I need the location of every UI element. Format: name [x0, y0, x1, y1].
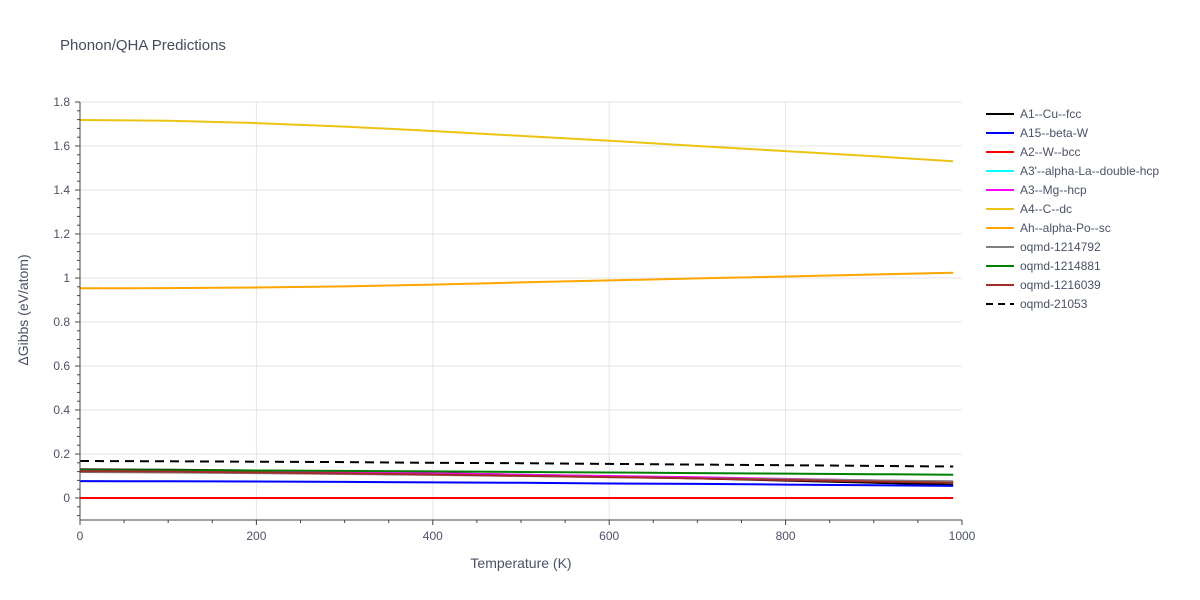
legend-item[interactable]: A15--beta-W [986, 126, 1089, 140]
x-tick-label: 600 [599, 529, 619, 543]
series-line-oqmd-1214881 [79, 469, 954, 476]
legend-label: oqmd-1214792 [1020, 240, 1101, 254]
x-tick-label: 0 [77, 529, 84, 543]
y-tick-label: 1.8 [53, 95, 70, 109]
x-tick-label: 1000 [949, 529, 976, 543]
y-tick-label: 1.6 [53, 139, 70, 153]
x-tick-label: 800 [776, 529, 796, 543]
y-tick-label: 1.2 [53, 227, 70, 241]
legend-label: A15--beta-W [1020, 126, 1089, 140]
legend-label: A3'--alpha-La--double-hcp [1020, 164, 1159, 178]
legend-item[interactable]: A3--Mg--hcp [986, 183, 1087, 197]
legend-item[interactable]: oqmd-21053 [986, 297, 1088, 311]
series-lines [79, 119, 954, 499]
legend-label: Ah--alpha-Po--sc [1020, 221, 1111, 235]
y-tick-label: 1.4 [53, 183, 70, 197]
legend-label: A2--W--bcc [1020, 145, 1080, 159]
chart-title: Phonon/QHA Predictions [60, 37, 226, 54]
y-tick-label: 0.2 [53, 447, 70, 461]
y-tick-label: 0.4 [53, 403, 70, 417]
series-line-a4-c-dc [79, 119, 954, 163]
legend-label: A4--C--dc [1020, 202, 1072, 216]
legend-label: oqmd-1216039 [1020, 278, 1101, 292]
y-tick-label: 0.8 [53, 315, 70, 329]
legend-item[interactable]: A3'--alpha-La--double-hcp [986, 164, 1159, 178]
legend-label: A1--Cu--fcc [1020, 107, 1081, 121]
series-line-oqmd-21053 [79, 460, 954, 468]
legend-item[interactable]: oqmd-1214792 [986, 240, 1101, 254]
x-axis-title: Temperature (K) [470, 555, 571, 571]
legend-label: oqmd-1214881 [1020, 259, 1101, 273]
axes: 0 0.2 0.4 0.6 0.8 1 1.2 1.4 1.6 1.8 0 200 400 600 800 1… [53, 95, 975, 543]
legend-label: A3--Mg--hcp [1020, 183, 1087, 197]
grid [80, 101, 962, 520]
x-tick-label: 200 [246, 529, 266, 543]
series-line-a15-beta-w [79, 480, 954, 487]
series-line-oqmd-1216039 [79, 470, 954, 484]
series-line-ah-alpha-po-sc [79, 271, 954, 290]
legend-item[interactable]: A4--C--dc [986, 202, 1072, 216]
legend-item[interactable]: oqmd-1216039 [986, 278, 1101, 292]
legend-item[interactable]: Ah--alpha-Po--sc [986, 221, 1111, 235]
legend: A1--Cu--fcc A15--beta-W A2--W--bcc A3'--alp… [986, 107, 1159, 311]
legend-label: oqmd-21053 [1020, 297, 1088, 311]
legend-item[interactable]: oqmd-1214881 [986, 259, 1101, 273]
y-tick-label: 0 [63, 491, 70, 505]
y-tick-label: 0.6 [53, 359, 70, 373]
legend-item[interactable]: A1--Cu--fcc [986, 107, 1081, 121]
x-tick-label: 400 [423, 529, 443, 543]
legend-item[interactable]: A2--W--bcc [986, 145, 1080, 159]
y-axis-title: ΔGibbs (eV/atom) [15, 254, 31, 365]
y-tick-label: 1 [63, 271, 70, 285]
